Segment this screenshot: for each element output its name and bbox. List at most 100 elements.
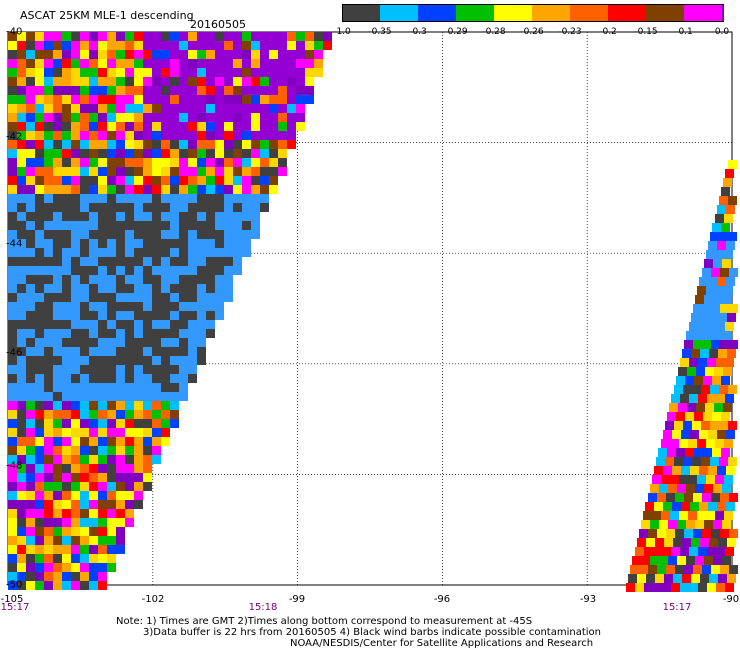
swath-cell xyxy=(719,196,728,205)
swath-cell xyxy=(98,554,107,563)
swath-cell xyxy=(687,403,696,412)
swath-cell xyxy=(116,329,125,338)
swath-cell xyxy=(62,311,71,320)
swath-cell xyxy=(134,293,143,302)
swath-cell xyxy=(635,547,644,556)
swath-cell xyxy=(152,347,161,356)
swath-cell xyxy=(143,86,152,95)
swath-cell xyxy=(53,149,62,158)
swath-cell xyxy=(71,482,80,491)
colorbar-swatch xyxy=(380,4,418,22)
swath-cell xyxy=(215,275,224,284)
swath-cell xyxy=(727,313,736,322)
swath-cell xyxy=(703,448,712,457)
swath-cell xyxy=(35,203,44,212)
swath-cell xyxy=(720,565,729,574)
swath-cell xyxy=(8,77,17,86)
swath-cell xyxy=(188,284,197,293)
swath-cell xyxy=(179,194,188,203)
swath-cell xyxy=(116,473,125,482)
swath-cell xyxy=(71,86,80,95)
swath-cell xyxy=(26,410,35,419)
swath-cell xyxy=(8,59,17,68)
swath-cell xyxy=(715,475,724,484)
swath-cell xyxy=(89,320,98,329)
swath-cell xyxy=(134,257,143,266)
swath-cell xyxy=(726,241,735,250)
swath-cell xyxy=(206,329,215,338)
swath-cell xyxy=(664,574,673,583)
swath-cell xyxy=(116,536,125,545)
swath-cell xyxy=(80,203,89,212)
swath-cell xyxy=(44,365,53,374)
swath-cell xyxy=(179,59,188,68)
swath-cell xyxy=(685,448,694,457)
swath-cell xyxy=(107,140,116,149)
swath-cell xyxy=(179,86,188,95)
swath-cell xyxy=(224,113,233,122)
swath-cell xyxy=(692,457,701,466)
swath-cell xyxy=(215,284,224,293)
swath-cell xyxy=(251,158,260,167)
swath-cell xyxy=(62,275,71,284)
swath-cell xyxy=(62,563,71,572)
swath-cell xyxy=(53,104,62,113)
swath-cell xyxy=(26,284,35,293)
swath-cell xyxy=(161,338,170,347)
swath-cell xyxy=(8,293,17,302)
swath-cell xyxy=(17,176,26,185)
swath-cell xyxy=(71,41,80,50)
swath-cell xyxy=(98,275,107,284)
swath-cell xyxy=(233,86,242,95)
swath-cell xyxy=(206,86,215,95)
swath-cell xyxy=(89,365,98,374)
swath-cell xyxy=(179,392,188,401)
swath-cell xyxy=(116,302,125,311)
swath-cell xyxy=(53,392,62,401)
swath-cell xyxy=(224,86,233,95)
swath-cell xyxy=(62,482,71,491)
swath-cell xyxy=(152,167,161,176)
swath-cell xyxy=(215,311,224,320)
swath-cell xyxy=(8,167,17,176)
swath-cell xyxy=(691,313,700,322)
swath-cell xyxy=(98,545,107,554)
swath-cell xyxy=(71,500,80,509)
swath-cell xyxy=(44,239,53,248)
swath-cell xyxy=(89,77,98,86)
swath-cell xyxy=(702,340,711,349)
swath-cell xyxy=(98,446,107,455)
swath-cell xyxy=(53,428,62,437)
swath-cell xyxy=(134,455,143,464)
swath-cell xyxy=(107,176,116,185)
swath-cell xyxy=(71,167,80,176)
swath-cell xyxy=(170,347,179,356)
swath-cell xyxy=(8,563,17,572)
swath-cell xyxy=(35,185,44,194)
swath-cell xyxy=(296,86,305,95)
swath-cell xyxy=(693,340,702,349)
swath-cell xyxy=(680,583,689,592)
swath-cell xyxy=(170,266,179,275)
swath-cell xyxy=(714,403,723,412)
swath-cell xyxy=(251,113,260,122)
swath-cell xyxy=(700,538,709,547)
swath-cell xyxy=(314,50,323,59)
swath-cell xyxy=(251,50,260,59)
swath-cell xyxy=(722,484,731,493)
swath-cell xyxy=(71,329,80,338)
swath-cell xyxy=(53,311,62,320)
swath-cell xyxy=(179,329,188,338)
swath-cell xyxy=(53,482,62,491)
swath-cell xyxy=(125,266,134,275)
swath-cell xyxy=(251,194,260,203)
swath-cell xyxy=(134,140,143,149)
swath-cell xyxy=(17,581,26,590)
swath-cell xyxy=(35,338,44,347)
swath-cell xyxy=(206,149,215,158)
swath-cell xyxy=(242,149,251,158)
swath-cell xyxy=(684,529,693,538)
swath-cell xyxy=(687,367,696,376)
swath-cell xyxy=(233,158,242,167)
swath-cell xyxy=(143,77,152,86)
